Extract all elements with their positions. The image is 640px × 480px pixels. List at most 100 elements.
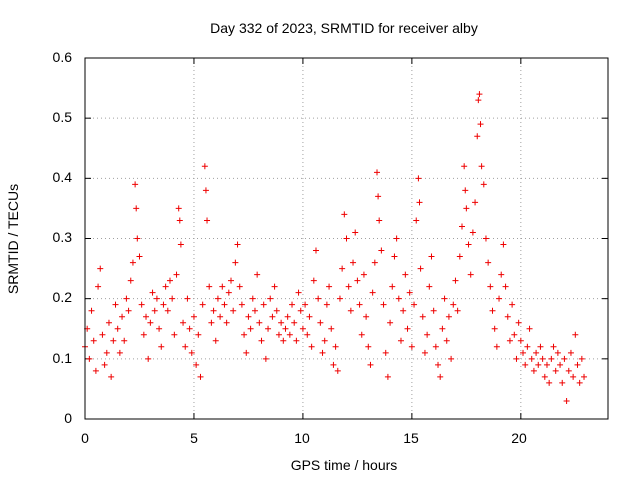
data-point: [289, 301, 296, 308]
data-point: [138, 301, 145, 308]
data-point: [295, 289, 302, 296]
data-point: [462, 187, 469, 194]
data-point: [212, 337, 219, 344]
data-point: [475, 97, 482, 104]
data-point: [265, 325, 272, 332]
data-point: [432, 343, 439, 350]
data-point: [121, 337, 128, 344]
data-point: [315, 295, 322, 302]
data-point: [465, 241, 472, 248]
data-point: [339, 265, 346, 272]
data-point: [278, 319, 285, 326]
data-point: [95, 283, 102, 290]
data-point: [430, 307, 437, 314]
data-point: [249, 295, 256, 302]
data-point: [478, 163, 485, 170]
data-point: [502, 283, 509, 290]
data-point: [143, 313, 150, 320]
data-point: [176, 217, 183, 224]
data-point: [153, 295, 160, 302]
data-point: [537, 343, 544, 350]
data-point: [563, 397, 570, 404]
data-point: [517, 337, 524, 344]
data-point: [223, 319, 230, 326]
data-point: [119, 313, 126, 320]
data-point: [247, 325, 254, 332]
data-point: [354, 277, 361, 284]
data-point: [197, 373, 204, 380]
data-point: [101, 361, 108, 368]
y-tick-labels: 0 0.1 0.2 0.3 0.4 0.5 0.6: [53, 49, 73, 426]
data-point: [443, 337, 450, 344]
data-point: [297, 307, 304, 314]
data-point: [171, 331, 178, 338]
data-point: [378, 247, 385, 254]
data-point: [123, 295, 130, 302]
x-tick-label-20: 20: [511, 430, 527, 446]
data-point: [489, 307, 496, 314]
data-point: [454, 307, 461, 314]
data-point: [145, 355, 152, 362]
data-point: [395, 295, 402, 302]
data-point: [530, 367, 537, 374]
data-point: [363, 313, 370, 320]
data-point: [554, 349, 561, 356]
data-point: [461, 163, 468, 170]
data-point: [334, 367, 341, 374]
data-point: [576, 379, 583, 386]
data-point: [228, 277, 235, 284]
data-point: [195, 331, 202, 338]
data-point: [572, 331, 579, 338]
data-point: [125, 307, 132, 314]
data-point: [293, 337, 300, 344]
data-point: [326, 283, 333, 290]
data-point: [428, 253, 435, 260]
data-point: [245, 313, 252, 320]
data-point: [214, 295, 221, 302]
data-point: [561, 355, 568, 362]
data-point: [535, 361, 542, 368]
data-point: [506, 337, 513, 344]
data-point: [103, 349, 110, 356]
data-point: [271, 283, 278, 290]
data-point: [485, 259, 492, 266]
x-tick-label-15: 15: [403, 430, 419, 446]
data-point: [184, 295, 191, 302]
data-point: [269, 313, 276, 320]
data-point: [97, 265, 104, 272]
data-point: [439, 325, 446, 332]
data-point: [358, 331, 365, 338]
data-point: [533, 349, 540, 356]
data-point: [251, 307, 258, 314]
data-point: [570, 373, 577, 380]
data-point: [306, 313, 313, 320]
data-point: [476, 91, 483, 98]
data-point: [210, 307, 217, 314]
data-point: [202, 187, 209, 194]
data-point: [500, 241, 507, 248]
data-point: [413, 217, 420, 224]
data-point: [491, 325, 498, 332]
data-point: [182, 343, 189, 350]
data-point: [406, 289, 413, 296]
data-point: [371, 259, 378, 266]
data-point: [254, 271, 261, 278]
data-point: [445, 313, 452, 320]
data-point: [147, 319, 154, 326]
data-point: [341, 211, 348, 218]
data-point: [509, 301, 516, 308]
data-point: [302, 301, 309, 308]
data-point: [199, 301, 206, 308]
data-point: [267, 295, 274, 302]
data-point: [474, 133, 481, 140]
data-point: [526, 325, 533, 332]
data-point: [350, 259, 357, 266]
data-point: [186, 325, 193, 332]
data-point: [515, 319, 522, 326]
data-point: [524, 343, 531, 350]
data-point: [520, 349, 527, 356]
data-point: [149, 289, 156, 296]
data-point: [565, 367, 572, 374]
data-point: [487, 283, 494, 290]
data-point: [206, 283, 213, 290]
